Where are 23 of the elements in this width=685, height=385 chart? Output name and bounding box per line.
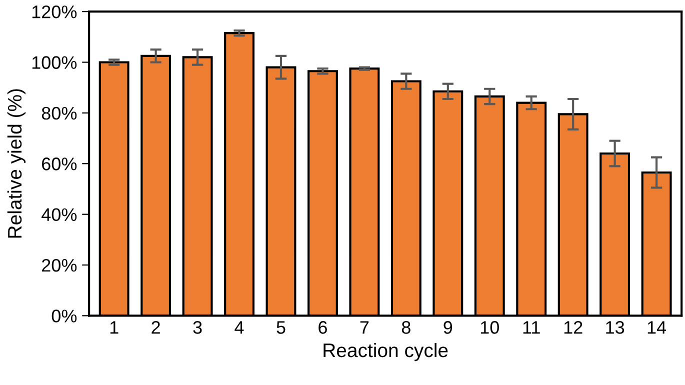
x-tick-label: 3 [193, 321, 202, 334]
y-tick-label: 0% [52, 310, 77, 322]
x-tick-label: 8 [402, 321, 410, 334]
y-tick-label: 100% [32, 56, 77, 69]
y-tick-label: 80% [42, 106, 77, 120]
x-tick-label: 14 [648, 321, 666, 334]
x-tick-label: 5 [276, 321, 286, 334]
y-tick-label: 120% [32, 5, 77, 18]
x-axis-title: Reaction cycle [324, 342, 448, 362]
y-axis-title: Relative yield (%) [7, 89, 26, 238]
x-tick-label: 10 [480, 321, 499, 334]
x-tick-label: 13 [606, 321, 624, 334]
x-tick-label: 12 [564, 321, 582, 334]
x-tick-label: 7 [360, 321, 369, 334]
x-tick-label: 11 [523, 321, 540, 334]
y-tick-label: 20% [42, 258, 77, 272]
x-tick-label: 2 [152, 321, 160, 334]
x-tick-label: 1 [110, 321, 118, 334]
x-tick-label: 9 [444, 321, 452, 334]
y-tick-label: 60% [42, 158, 77, 170]
x-tick-label: 4 [234, 321, 244, 334]
x-tick-label: 6 [318, 321, 327, 334]
y-tick-label: 40% [42, 208, 77, 222]
